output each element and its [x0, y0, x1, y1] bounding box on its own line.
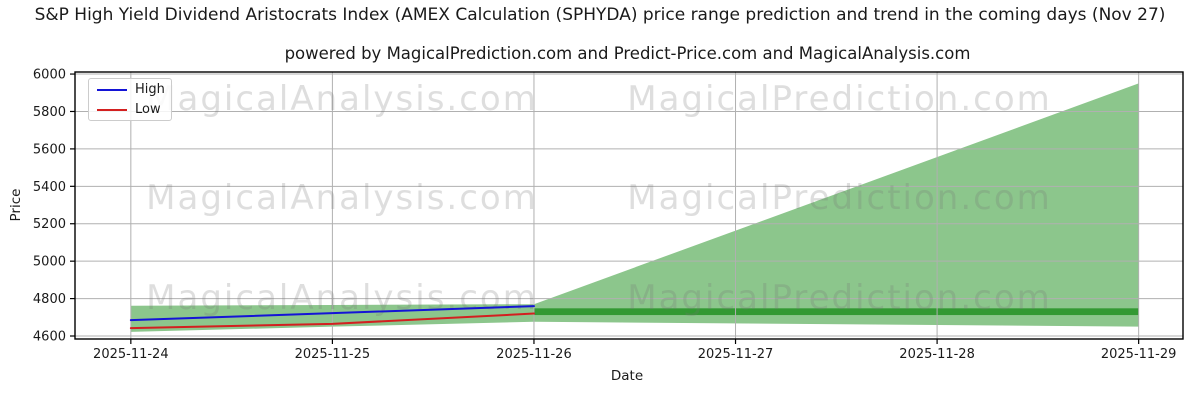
watermark-text: MagicalPrediction.com [627, 79, 1052, 119]
chart-subtitle: powered by MagicalPrediction.com and Pre… [284, 44, 971, 63]
gridline-layer [75, 72, 1183, 339]
legend-label-high: High [135, 82, 165, 97]
x-tick-label: 2025-11-29 [1101, 347, 1177, 362]
watermark-text: MagicalAnalysis.com [146, 278, 538, 318]
y-tick-label: 5000 [33, 255, 66, 270]
fill-layer [130, 83, 1139, 332]
prediction-band [130, 83, 1139, 332]
y-tick-label: 5600 [33, 142, 66, 157]
y-tick-label: 4800 [33, 292, 66, 307]
high-line [129, 305, 535, 322]
axes-frame-layer [74, 71, 1184, 340]
y-tick-label: 5800 [33, 105, 66, 120]
x-tick-label: 2025-11-28 [899, 347, 975, 362]
series-layer [129, 305, 535, 330]
watermark-layer: MagicalAnalysis.com MagicalPrediction.com… [146, 79, 1052, 318]
x-axis-label: Date [611, 368, 643, 384]
y-tick-label: 5400 [33, 180, 66, 195]
forecast-range-band [533, 308, 1139, 316]
x-tick-label: 2025-11-24 [93, 347, 169, 362]
watermark-text: MagicalPrediction.com [627, 278, 1052, 318]
y-tick-label: 5200 [33, 217, 66, 232]
legend-label-low: Low [135, 102, 161, 117]
watermark-text: MagicalAnalysis.com [146, 178, 538, 218]
y-axis-label: Price [8, 189, 24, 222]
y-tick-label: 6000 [33, 68, 66, 83]
low-line-swatch [97, 108, 127, 111]
x-tick-label: 2025-11-26 [496, 347, 572, 362]
x-tick-label: 2025-11-25 [295, 347, 371, 362]
low-line [129, 312, 535, 330]
x-tick-label: 2025-11-27 [698, 347, 774, 362]
plot-border [74, 71, 1184, 340]
watermark-text: MagicalPrediction.com [627, 178, 1052, 218]
y-tick-label: 4600 [33, 330, 66, 345]
legend-item-high: High [97, 80, 171, 99]
legend-item-low: Low [97, 100, 171, 119]
high-line-swatch [97, 88, 127, 91]
tick-layer: 4600 4800 5000 5200 5400 5600 5800 6000 2025-11-… [33, 68, 1177, 362]
watermark-text: MagicalAnalysis.com [146, 79, 538, 119]
chart-title: S&P High Yield Dividend Aristocrats Inde… [34, 5, 1166, 25]
legend: High Low [88, 78, 172, 121]
